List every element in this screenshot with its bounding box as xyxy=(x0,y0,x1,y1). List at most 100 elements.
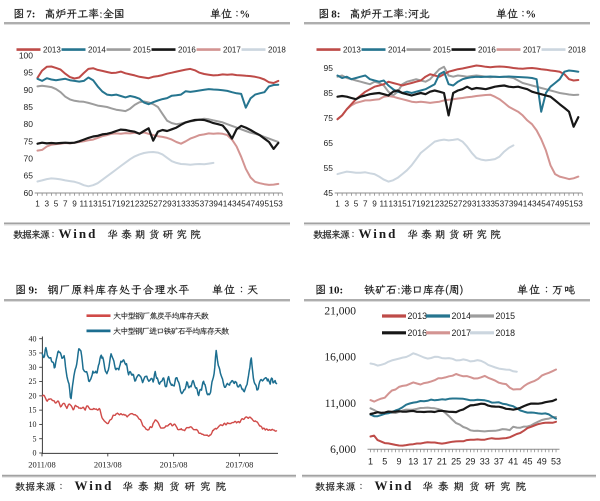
svg-text:55: 55 xyxy=(324,163,334,173)
svg-text:75: 75 xyxy=(24,136,34,146)
svg-text:11: 11 xyxy=(80,199,89,208)
svg-text:95: 95 xyxy=(324,63,334,73)
svg-text:8:: 8: xyxy=(331,9,340,21)
svg-text:2015: 2015 xyxy=(433,45,451,54)
svg-text:53: 53 xyxy=(274,199,284,208)
svg-text:60: 60 xyxy=(24,188,34,198)
svg-text:9: 9 xyxy=(396,457,401,467)
svg-text:40: 40 xyxy=(29,334,37,343)
svg-text:95: 95 xyxy=(24,68,34,78)
svg-text:37: 37 xyxy=(200,199,210,208)
svg-text:65: 65 xyxy=(24,171,34,181)
svg-text:41: 41 xyxy=(508,457,518,467)
svg-text:100: 100 xyxy=(19,51,33,61)
svg-text:17: 17 xyxy=(423,457,433,467)
svg-text:%: % xyxy=(240,10,251,21)
svg-text:29: 29 xyxy=(463,199,473,208)
svg-text:2014: 2014 xyxy=(452,311,472,321)
svg-text:2018: 2018 xyxy=(268,45,286,54)
svg-text:80: 80 xyxy=(24,119,34,129)
svg-text:17: 17 xyxy=(407,199,417,208)
svg-text:17: 17 xyxy=(107,199,117,208)
svg-text:13: 13 xyxy=(89,199,99,208)
svg-text:10:: 10: xyxy=(329,285,344,297)
svg-text:31: 31 xyxy=(172,199,182,208)
svg-text:29: 29 xyxy=(163,199,173,208)
svg-text:39: 39 xyxy=(209,199,219,208)
svg-text:13: 13 xyxy=(389,199,399,208)
svg-text:13: 13 xyxy=(408,457,418,467)
svg-text:85: 85 xyxy=(24,102,34,112)
svg-text:2013/08: 2013/08 xyxy=(94,460,122,470)
svg-text:11,000: 11,000 xyxy=(325,398,356,410)
svg-text:85: 85 xyxy=(324,88,334,98)
svg-text:41: 41 xyxy=(518,199,528,208)
svg-text:31: 31 xyxy=(472,199,482,208)
svg-text:29: 29 xyxy=(465,457,475,467)
svg-text:5: 5 xyxy=(54,199,59,208)
svg-text:3: 3 xyxy=(45,199,50,208)
svg-text:33: 33 xyxy=(480,457,490,467)
svg-text:%: % xyxy=(526,10,537,21)
svg-text:6,000: 6,000 xyxy=(330,444,356,456)
svg-text:43: 43 xyxy=(227,199,237,208)
svg-text:1: 1 xyxy=(368,457,373,467)
svg-text:2017: 2017 xyxy=(523,45,541,54)
svg-text:2011/08: 2011/08 xyxy=(28,460,56,470)
svg-text:21,000: 21,000 xyxy=(324,305,356,317)
svg-text:5: 5 xyxy=(354,199,359,208)
svg-text:2018: 2018 xyxy=(496,328,516,338)
svg-text:3: 3 xyxy=(345,199,350,208)
svg-text:49: 49 xyxy=(537,457,547,467)
svg-text:35: 35 xyxy=(490,199,500,208)
svg-text:43: 43 xyxy=(527,199,537,208)
svg-text:47: 47 xyxy=(546,199,556,208)
svg-text:2015: 2015 xyxy=(496,311,516,321)
svg-text:2013: 2013 xyxy=(408,311,428,321)
svg-text:15: 15 xyxy=(398,199,408,208)
svg-text:35: 35 xyxy=(29,349,37,358)
svg-text:2016: 2016 xyxy=(178,45,196,54)
svg-text:7:: 7: xyxy=(26,9,35,21)
svg-text:2018: 2018 xyxy=(568,45,586,54)
svg-text:2017/08: 2017/08 xyxy=(225,460,253,470)
svg-text:21: 21 xyxy=(126,199,136,208)
svg-text:53: 53 xyxy=(551,457,561,467)
svg-text:1: 1 xyxy=(35,199,40,208)
svg-text:33: 33 xyxy=(181,199,191,208)
svg-text:51: 51 xyxy=(564,199,574,208)
svg-text:45: 45 xyxy=(324,188,334,198)
svg-text:19: 19 xyxy=(116,199,126,208)
svg-text:10: 10 xyxy=(29,420,37,429)
svg-text:1: 1 xyxy=(335,199,340,208)
svg-text:2013: 2013 xyxy=(343,45,361,54)
svg-text:45: 45 xyxy=(237,199,247,208)
svg-text:7: 7 xyxy=(363,199,368,208)
svg-text:75: 75 xyxy=(324,113,334,123)
svg-text:5: 5 xyxy=(382,457,387,467)
svg-text:23: 23 xyxy=(135,199,145,208)
svg-text:16,000: 16,000 xyxy=(324,352,356,364)
svg-text:49: 49 xyxy=(555,199,565,208)
svg-text:2014: 2014 xyxy=(88,45,106,54)
svg-text:2013: 2013 xyxy=(43,45,61,54)
svg-text:2014: 2014 xyxy=(388,45,406,54)
svg-text:20: 20 xyxy=(29,391,37,400)
svg-text:2017: 2017 xyxy=(223,45,241,54)
svg-text:21: 21 xyxy=(437,457,447,467)
svg-text:2016: 2016 xyxy=(408,328,428,338)
svg-text:51: 51 xyxy=(264,199,274,208)
svg-text:2017: 2017 xyxy=(452,328,472,338)
svg-text:39: 39 xyxy=(509,199,519,208)
svg-text:53: 53 xyxy=(574,199,584,208)
svg-text:27: 27 xyxy=(453,199,463,208)
svg-text:0: 0 xyxy=(33,449,37,458)
svg-text:90: 90 xyxy=(24,85,34,95)
svg-text:9:: 9: xyxy=(29,285,38,297)
svg-text:30: 30 xyxy=(29,363,37,372)
svg-text:33: 33 xyxy=(481,199,491,208)
svg-text:25: 25 xyxy=(451,457,461,467)
svg-text:41: 41 xyxy=(218,199,228,208)
svg-text:9: 9 xyxy=(372,199,377,208)
svg-text:15: 15 xyxy=(29,406,37,415)
